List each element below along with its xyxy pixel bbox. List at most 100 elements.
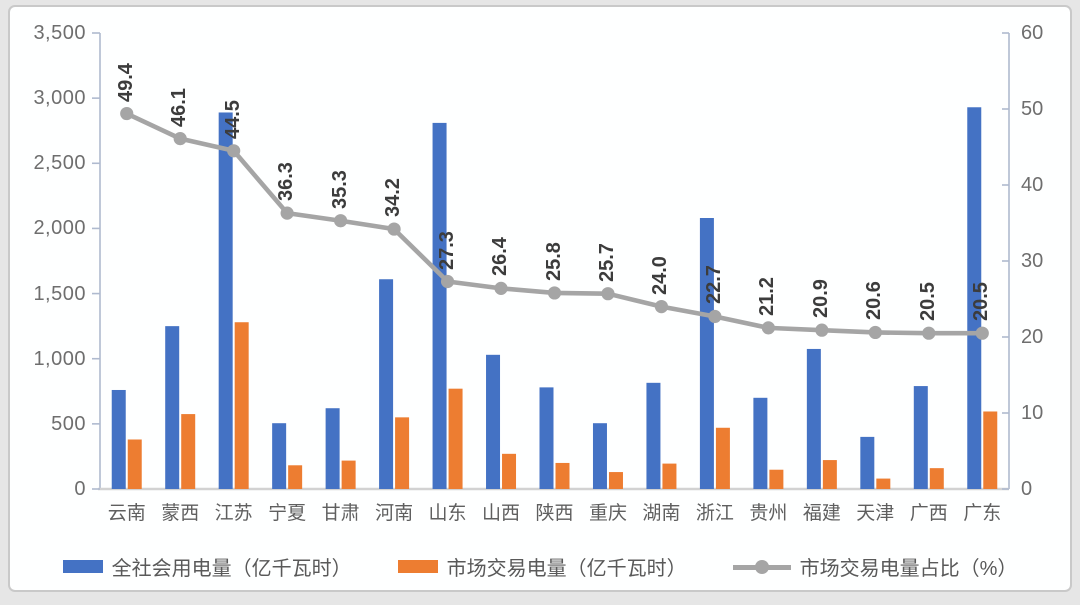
- market-traded-bar: [929, 468, 944, 489]
- category-label: 江苏: [214, 503, 253, 524]
- ratio-line-marker: [868, 325, 882, 340]
- ratio-value-label: 24.0: [649, 255, 672, 295]
- right-axis-tick-label: 30: [1021, 250, 1044, 272]
- market-traded-swatch: [397, 560, 438, 573]
- ratio-value-label: 20.6: [863, 281, 886, 321]
- ratio-line-marker: [440, 274, 455, 289]
- ratio-line-marker: [708, 309, 722, 324]
- chart-card: [8, 5, 1072, 592]
- right-axis-tick-label: 50: [1021, 98, 1044, 120]
- ratio-value-label: 27.3: [435, 230, 458, 270]
- ratio-line-marker: [547, 286, 562, 300]
- market-ratio-line-swatch: [732, 559, 791, 574]
- total-consumption-bar: [218, 112, 233, 489]
- market-traded-bar: [234, 322, 249, 489]
- market-traded-bar: [288, 465, 303, 489]
- ratio-value-label: 20.5: [970, 282, 993, 322]
- ratio-value-label: 20.5: [916, 282, 939, 322]
- ratio-value-label: 26.4: [489, 237, 512, 277]
- total-consumption-bar: [539, 387, 554, 489]
- legend-label-market-ratio: 市场交易电量占比（%）: [799, 558, 1018, 580]
- total-consumption-bar: [111, 389, 126, 489]
- line-swatch-dot: [754, 559, 769, 574]
- category-label: 天津: [856, 503, 895, 524]
- total-consumption-bar: [699, 218, 714, 489]
- ratio-line-marker: [975, 326, 989, 340]
- legend-item-market-traded: 市场交易电量（亿千瓦时）: [397, 552, 687, 581]
- total-consumption-bar: [806, 348, 821, 489]
- ratio-value-label: 25.7: [595, 242, 618, 282]
- left-axis-tick-label: 1,000: [33, 347, 86, 370]
- market-traded-bar: [502, 453, 517, 489]
- total-consumption-bar: [967, 107, 982, 490]
- market-traded-bar: [395, 417, 410, 489]
- ratio-line-marker: [601, 287, 615, 301]
- category-label: 福建: [802, 503, 841, 524]
- category-label: 云南: [107, 503, 146, 524]
- market-traded-bar: [822, 460, 837, 489]
- left-axis-tick-label: 500: [51, 412, 86, 435]
- left-axis-tick-label: 3,500: [33, 22, 86, 44]
- right-axis-tick-label: 0: [1021, 478, 1033, 500]
- market-traded-bar: [127, 439, 142, 489]
- legend-label-market-traded: 市场交易电量（亿千瓦时）: [446, 558, 687, 580]
- market-traded-bar: [715, 427, 730, 489]
- right-axis-tick-label: 20: [1021, 326, 1044, 348]
- ratio-line-marker: [654, 300, 669, 314]
- ratio-value-label: 35.3: [328, 169, 351, 209]
- ratio-line-marker: [334, 214, 348, 228]
- ratio-line-marker: [494, 281, 508, 295]
- ratio-value-label: 22.7: [702, 265, 725, 305]
- ratio-line-marker: [815, 323, 829, 337]
- total-consumption-bar: [753, 397, 768, 489]
- total-consumption-bar: [432, 122, 447, 489]
- ratio-line: [124, 111, 985, 336]
- market-traded-bar: [608, 472, 623, 489]
- left-axis-tick-label: 0: [74, 478, 86, 500]
- ratio-line-marker: [387, 222, 401, 236]
- right-axis-tick-label: 40: [1021, 174, 1044, 196]
- category-label: 浙江: [695, 503, 734, 524]
- ratio-value-label: 20.9: [809, 279, 832, 319]
- market-traded-bar: [341, 460, 356, 489]
- market-traded-bar: [662, 463, 677, 489]
- total-consumption-bar: [486, 354, 501, 489]
- category-label: 山东: [428, 503, 467, 524]
- total-consumption-bar: [272, 423, 287, 489]
- total-consumption-bar: [860, 436, 875, 489]
- legend-item-total-consumption: 全社会用电量（亿千瓦时）: [62, 552, 352, 581]
- category-label: 甘肃: [321, 503, 360, 524]
- ratio-value-label: 46.1: [168, 87, 191, 127]
- ratio-line-marker: [227, 144, 241, 158]
- category-label: 山西: [482, 503, 521, 524]
- ratio-value-label: 34.2: [382, 178, 405, 218]
- legend-item-market-ratio: 市场交易电量占比（%）: [732, 552, 1018, 581]
- total-consumption-bar: [646, 382, 661, 489]
- ratio-value-label: 44.5: [221, 99, 244, 139]
- left-axis-tick-label: 2,500: [33, 152, 86, 175]
- total-consumption-bar: [379, 279, 394, 489]
- left-axis-tick-label: 2,000: [33, 217, 86, 240]
- market-traded-bar: [983, 411, 998, 489]
- total-consumption-bar: [165, 326, 180, 489]
- total-consumption-bar: [592, 423, 607, 489]
- category-label: 广东: [963, 503, 1002, 524]
- market-traded-bar: [876, 478, 891, 489]
- ratio-line-marker: [173, 132, 187, 146]
- category-label: 贵州: [749, 503, 788, 524]
- total-consumption-bar: [325, 408, 340, 489]
- left-axis-tick-label: 1,500: [33, 282, 86, 305]
- ratio-line-marker: [120, 106, 134, 121]
- ratio-line-marker: [280, 206, 294, 220]
- market-traded-bar: [448, 388, 463, 489]
- category-label: 宁夏: [268, 503, 307, 524]
- ratio-value-label: 36.3: [275, 162, 298, 202]
- market-traded-bar: [769, 469, 784, 489]
- category-label: 陕西: [535, 503, 574, 524]
- category-label: 河南: [375, 503, 414, 524]
- total-consumption-swatch: [62, 560, 103, 573]
- right-axis-tick-label: 60: [1021, 22, 1044, 44]
- ratio-line-marker: [761, 321, 775, 335]
